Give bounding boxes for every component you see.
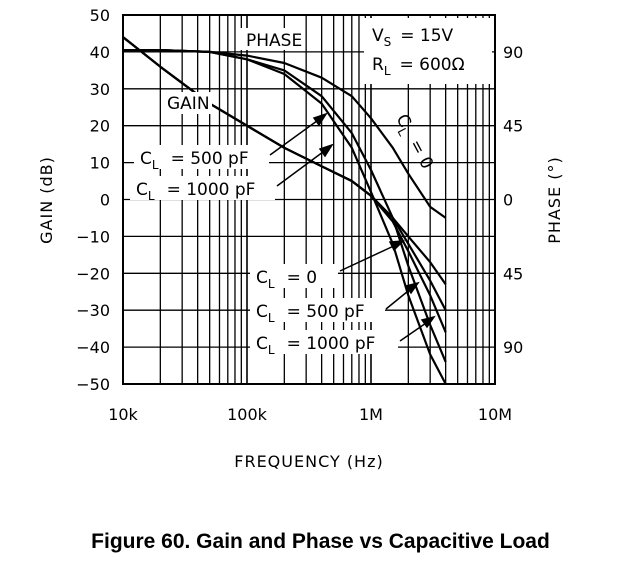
- y-tick-label: 0: [100, 191, 110, 210]
- cl0-lower-box: [250, 264, 338, 288]
- y-tick-label: 30: [90, 80, 110, 99]
- annotation-arrows: [269, 112, 436, 342]
- cl1000-upper-box: [130, 176, 275, 200]
- y2-tick-label: 0: [503, 191, 513, 210]
- vs-symbol: V: [372, 26, 384, 46]
- cl0-phase-annotation: CL = 0: [256, 268, 317, 291]
- x-tick-label: 10M: [478, 405, 512, 424]
- x-tick-label: 10k: [108, 405, 138, 424]
- vs-value: = 15V: [400, 26, 453, 46]
- figure-caption: Figure 60. Gain and Phase vs Capacitive …: [91, 530, 550, 553]
- cl500-lower-box: [250, 298, 385, 322]
- phase-label-box: [240, 28, 304, 50]
- rl-symbol: R: [372, 55, 384, 75]
- y2-tick-label: 45: [503, 117, 523, 136]
- gain-label: GAIN: [167, 94, 210, 114]
- x-axis-title: FREQUENCY (Hz): [234, 452, 383, 471]
- y-tick-label: 10: [90, 154, 110, 173]
- cl500-upper-box: [134, 145, 269, 169]
- axis-ticks: 50 40 30 20 10 0 −10 −20 −30 −40 −50 90 45 0 45 90 10k 10…: [76, 6, 523, 424]
- cl1000-phase-annotation: CL = 1000 pF: [256, 334, 375, 357]
- y-axis-title: GAIN (dB): [37, 156, 56, 244]
- y-tick-label: −30: [76, 301, 110, 320]
- x-tick-label: 100k: [227, 405, 268, 424]
- plot-frame: [122, 14, 496, 385]
- cl1000-gain-annotation: CL = 1000 pF: [136, 180, 255, 203]
- vs-condition: VS = 15V: [372, 26, 454, 49]
- y-tick-label: 20: [90, 117, 110, 136]
- x-tick-label: 1M: [359, 405, 383, 424]
- gain-phase-chart: 50 40 30 20 10 0 −10 −20 −30 −40 −50 90 45 0 45 90 10k 10…: [37, 6, 564, 471]
- rl-value: = 600Ω: [400, 55, 465, 75]
- y2-tick-label: 90: [503, 43, 523, 62]
- y-tick-label: −50: [76, 375, 110, 394]
- y2-tick-label: 90: [503, 338, 523, 357]
- y-tick-label: −10: [76, 227, 110, 246]
- rl-subscript: L: [384, 64, 391, 78]
- rl-condition: RL = 600Ω: [372, 55, 465, 78]
- cl1000-lower-box: [250, 330, 398, 354]
- y-tick-label: 50: [90, 6, 110, 25]
- y2-axis-title: PHASE (°): [545, 156, 564, 243]
- y2-tick-label: 45: [503, 264, 523, 283]
- gain-label-box: [162, 92, 212, 114]
- y-tick-label: −40: [76, 338, 110, 357]
- vs-subscript: S: [384, 35, 392, 49]
- y-tick-label: −20: [76, 264, 110, 283]
- conditions-box: [364, 18, 492, 84]
- y-tick-label: 40: [90, 43, 110, 62]
- phase-curve-cl-1000pF: [123, 48, 447, 385]
- cl500-phase-annotation: CL = 500 pF: [256, 302, 365, 325]
- phase-label: PHASE: [246, 31, 302, 51]
- cl500-gain-annotation: CL = 500 pF: [140, 149, 249, 172]
